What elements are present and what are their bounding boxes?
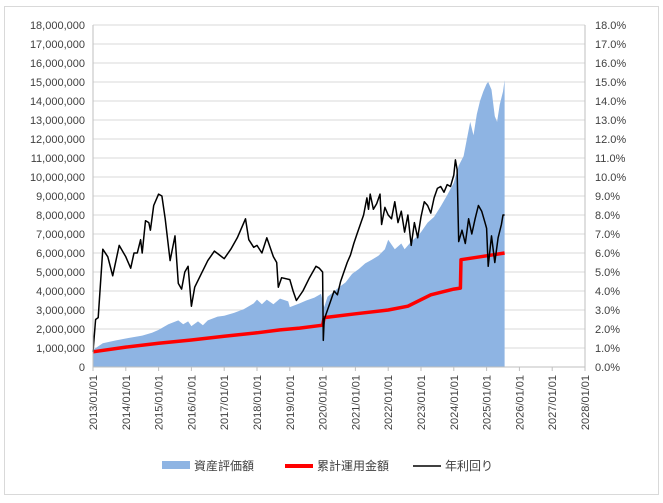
y-right-tick-label: 3.0% <box>595 305 620 317</box>
y-right-tick-label: 4.0% <box>595 286 620 298</box>
y-left-tick-label: 2,000,000 <box>36 324 85 336</box>
y-left-tick-label: 8,000,000 <box>36 210 85 222</box>
y-left-tick-label: 5,000,000 <box>36 267 85 279</box>
x-tick-label: 2025/01/01 <box>482 375 494 430</box>
x-tick-label: 2024/01/01 <box>449 375 461 430</box>
x-tick-label: 2014/01/01 <box>121 375 133 430</box>
x-tick-label: 2019/01/01 <box>285 375 297 430</box>
y-left-tick-label: 0 <box>79 362 85 374</box>
y-left-tick-label: 9,000,000 <box>36 191 85 203</box>
y-left-tick-label: 18,000,000 <box>30 20 85 32</box>
y-right-tick-label: 18.0% <box>595 20 626 32</box>
line-series-annual-yield <box>92 159 505 352</box>
y-right-tick-label: 0.0% <box>595 362 620 374</box>
x-tick-label: 2027/01/01 <box>547 375 559 430</box>
y-left-tick-label: 3,000,000 <box>36 305 85 317</box>
x-tick-label: 2023/01/01 <box>416 375 428 430</box>
x-tick-label: 2016/01/01 <box>186 375 198 430</box>
line-series-layer <box>92 159 505 354</box>
y-right-tick-label: 12.0% <box>595 134 626 146</box>
area-series-asset-value <box>93 80 505 367</box>
x-tick-label: 2015/01/01 <box>154 375 166 430</box>
y-right-tick-label: 2.0% <box>595 324 620 336</box>
y-left-tick-label: 1,000,000 <box>36 343 85 355</box>
legend-label: 年利回り <box>445 459 493 473</box>
y-right-tick-label: 17.0% <box>595 39 626 51</box>
y-axis-right-labels: 0.0% 1.0% 2.0% 3.0% 4.0% 5.0% 6.0% 7.0% 8.0% 9.0%… <box>595 20 626 374</box>
legend-swatch-asset-value <box>162 461 190 469</box>
x-tick-label: 2017/01/01 <box>219 375 231 430</box>
y-left-tick-label: 14,000,000 <box>30 96 85 108</box>
x-axis-labels: 2013/01/01 2014/01/01 2015/01/01 2016/01/01… <box>88 375 592 430</box>
y-left-tick-label: 6,000,000 <box>36 248 85 260</box>
y-right-tick-label: 6.0% <box>595 248 620 260</box>
y-right-tick-label: 16.0% <box>595 58 626 70</box>
y-right-tick-label: 15.0% <box>595 77 626 89</box>
y-left-tick-label: 10,000,000 <box>30 172 85 184</box>
y-right-tick-label: 13.0% <box>595 115 626 127</box>
x-tick-label: 2018/01/01 <box>252 375 264 430</box>
y-right-tick-label: 10.0% <box>595 172 626 184</box>
x-tick-label: 2020/01/01 <box>318 375 330 430</box>
y-left-tick-label: 4,000,000 <box>36 286 85 298</box>
y-right-tick-label: 11.0% <box>595 153 626 165</box>
area-series-layer <box>93 80 505 367</box>
chart-frame: 0 1,000,000 2,000,000 3,000,000 4,000,000 5,0… <box>4 6 659 495</box>
legend-label: 累計運用金額 <box>317 458 389 473</box>
x-tick-label: 2028/01/01 <box>580 375 592 430</box>
x-tick-label: 2021/01/01 <box>350 375 362 430</box>
y-right-tick-label: 7.0% <box>595 229 620 241</box>
y-left-tick-label: 7,000,000 <box>36 229 85 241</box>
chart: 0 1,000,000 2,000,000 3,000,000 4,000,000 5,0… <box>30 20 626 473</box>
y-right-tick-label: 5.0% <box>595 267 620 279</box>
y-left-tick-label: 15,000,000 <box>30 77 85 89</box>
legend: 資産評価額 累計運用金額 年利回り <box>162 458 493 473</box>
y-left-tick-label: 11,000,000 <box>31 153 85 165</box>
y-right-tick-label: 14.0% <box>595 96 626 108</box>
axes <box>92 25 586 371</box>
y-left-tick-label: 13,000,000 <box>30 115 85 127</box>
y-right-tick-label: 9.0% <box>595 191 620 203</box>
y-left-tick-label: 12,000,000 <box>30 134 85 146</box>
y-axis-left-labels: 0 1,000,000 2,000,000 3,000,000 4,000,000 5,0… <box>30 20 85 374</box>
x-tick-label: 2013/01/01 <box>88 375 100 430</box>
y-right-tick-label: 8.0% <box>595 210 620 222</box>
x-tick-label: 2022/01/01 <box>383 375 395 430</box>
y-left-tick-label: 16,000,000 <box>30 58 85 70</box>
y-left-tick-label: 17,000,000 <box>30 39 85 51</box>
legend-label: 資産評価額 <box>194 458 254 473</box>
y-right-tick-label: 1.0% <box>595 343 620 355</box>
x-tick-label: 2026/01/01 <box>514 375 526 430</box>
